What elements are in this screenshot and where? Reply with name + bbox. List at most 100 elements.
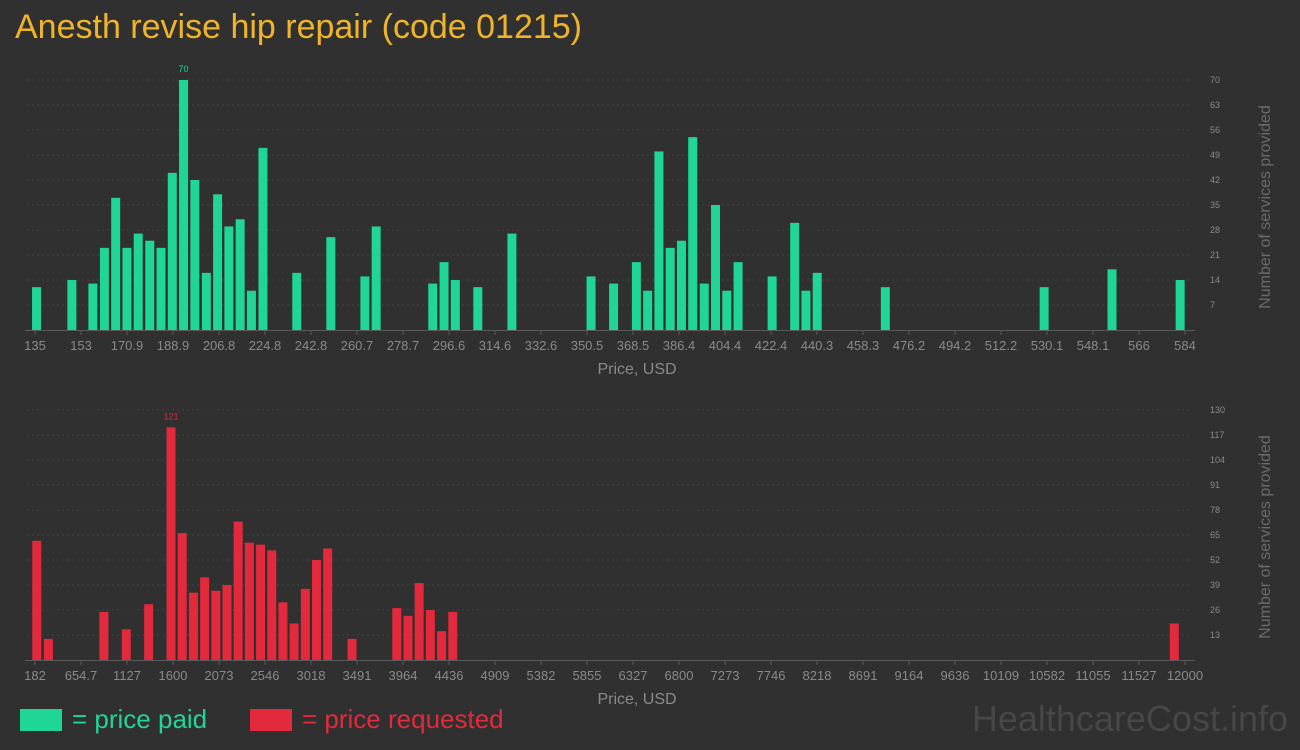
max-value-label-paid: 70 [179, 64, 189, 74]
bar-requested [289, 623, 299, 660]
x-tick-label-paid: 350.5 [571, 338, 604, 353]
bar-paid [167, 172, 177, 330]
y-tick-label-paid: 70 [1210, 75, 1220, 85]
x-tick-label-paid: 206.8 [203, 338, 236, 353]
y-tick-label-paid: 21 [1210, 250, 1220, 260]
bar-paid [371, 226, 381, 330]
bar-paid [99, 247, 109, 330]
bar-paid [609, 283, 619, 330]
x-axis-label-requested: Price, USD [597, 691, 676, 708]
y-tick-label-paid: 28 [1210, 225, 1220, 235]
bar-requested [347, 638, 357, 660]
bar-requested [312, 560, 322, 660]
bar-paid [631, 262, 641, 330]
bar-paid [360, 276, 370, 330]
bar-requested [222, 585, 232, 660]
bar-requested [188, 592, 198, 660]
bar-requested [300, 588, 310, 660]
watermark: HealthcareCost.info [971, 698, 1288, 739]
bar-paid [812, 272, 822, 330]
x-tick-label-requested: 3491 [343, 668, 372, 683]
bar-requested [414, 583, 424, 660]
y-tick-label-requested: 13 [1210, 630, 1220, 640]
x-tick-label-paid: 386.4 [663, 338, 696, 353]
bar-paid [111, 197, 121, 330]
y-tick-label-requested: 65 [1210, 530, 1220, 540]
y-tick-label-requested: 104 [1210, 455, 1225, 465]
x-tick-label-requested: 2073 [205, 668, 234, 683]
bar-paid [122, 247, 132, 330]
bar-requested [177, 533, 187, 660]
bar-paid [643, 290, 653, 330]
x-tick-label-paid: 458.3 [847, 338, 880, 353]
legend-paid: = price paid [20, 704, 207, 735]
x-tick-label-requested: 6327 [619, 668, 648, 683]
x-tick-label-requested: 3964 [389, 668, 418, 683]
bar-paid [676, 240, 686, 330]
x-tick-label-requested: 7746 [757, 668, 786, 683]
bar-requested [403, 615, 413, 660]
y-tick-label-paid: 63 [1210, 100, 1220, 110]
x-tick-label-paid: 188.9 [157, 338, 190, 353]
x-axis-label-paid: Price, USD [597, 361, 676, 378]
bar-paid [767, 276, 777, 330]
bar-paid [88, 283, 98, 330]
x-tick-label-paid: 566 [1128, 338, 1150, 353]
bar-requested [32, 540, 42, 660]
bar-paid [880, 287, 890, 330]
bar-paid [213, 194, 223, 330]
x-tick-label-paid: 440.3 [801, 338, 834, 353]
x-tick-label-requested: 12000 [1167, 668, 1203, 683]
y-tick-label-requested: 130 [1210, 405, 1225, 415]
bar-paid [133, 233, 143, 330]
bar-requested [244, 542, 254, 660]
x-tick-label-requested: 5855 [573, 668, 602, 683]
x-tick-label-requested: 1127 [113, 668, 141, 683]
x-tick-label-requested: 10109 [983, 668, 1019, 683]
x-tick-label-requested: 2546 [251, 668, 280, 683]
bar-paid [450, 280, 460, 330]
bar-paid [473, 287, 483, 330]
x-tick-label-paid: 260.7 [341, 338, 374, 353]
bar-paid [665, 247, 675, 330]
x-tick-label-requested: 7273 [711, 668, 740, 683]
y-tick-label-requested: 91 [1210, 480, 1220, 490]
bar-paid [1175, 280, 1185, 330]
y-tick-label-requested: 117 [1210, 430, 1224, 440]
bar-paid [699, 283, 709, 330]
bar-requested [121, 629, 131, 660]
legend-paid-label: = price paid [72, 704, 208, 734]
bar-paid [201, 272, 211, 330]
bar-paid [733, 262, 743, 330]
x-tick-label-requested: 182 [24, 668, 46, 683]
bar-paid [224, 226, 234, 330]
x-tick-label-requested: 8218 [803, 668, 832, 683]
x-tick-label-requested: 4436 [435, 668, 464, 683]
x-tick-label-requested: 8691 [849, 668, 878, 683]
bar-paid [235, 219, 245, 330]
x-tick-label-paid: 153 [70, 338, 92, 353]
bar-requested [144, 604, 154, 660]
bar-requested [166, 427, 176, 660]
bar-requested [233, 521, 243, 660]
bar-requested [1169, 623, 1179, 660]
x-tick-label-paid: 242.8 [295, 338, 328, 353]
legend-requested: = price requested [250, 704, 504, 735]
bar-requested [437, 631, 447, 660]
y-tick-label-paid: 14 [1210, 275, 1220, 285]
x-tick-label-requested: 5382 [527, 668, 556, 683]
bar-requested [323, 548, 333, 660]
x-tick-label-paid: 170.9 [111, 338, 144, 353]
x-tick-label-requested: 654.7 [65, 668, 98, 683]
y-tick-label-paid: 42 [1210, 175, 1220, 185]
bar-requested [256, 544, 266, 660]
y-tick-label-requested: 26 [1210, 605, 1220, 615]
bar-paid [32, 287, 42, 330]
bar-requested [200, 577, 210, 660]
legend-requested-swatch [250, 708, 292, 731]
x-tick-label-paid: 494.2 [939, 338, 972, 353]
bar-paid [258, 147, 268, 330]
bar-requested [211, 590, 221, 660]
x-tick-label-paid: 476.2 [893, 338, 926, 353]
